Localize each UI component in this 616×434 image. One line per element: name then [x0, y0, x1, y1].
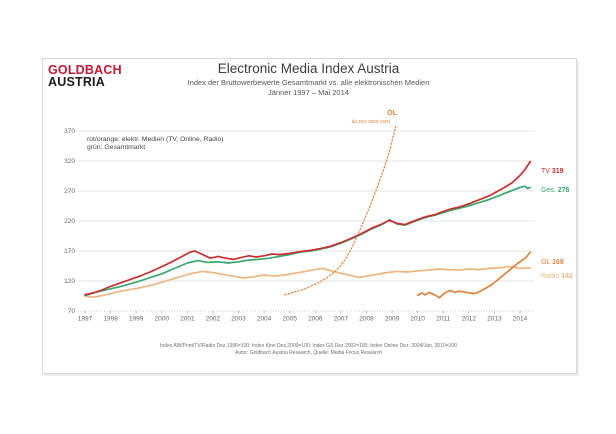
x-tick-2013: 2013 — [487, 316, 502, 323]
footer-source-note: Autor: Goldbach Austria Research, Quelle… — [234, 350, 383, 356]
chart-subtitle: Index der Bruttowerbewerte Gesamtmarkt v… — [187, 78, 430, 87]
goldbach-austria-logo: GOLDBACH AUSTRIA — [48, 63, 122, 89]
chart-period: Jänner 1997 – Mai 2014 — [268, 88, 349, 97]
y-tick-270: 270 — [64, 188, 75, 195]
x-tick-2001: 2001 — [180, 316, 195, 323]
x-tick-1999: 1999 — [129, 316, 144, 323]
x-tick-1998: 1998 — [103, 316, 118, 323]
x-tick-2008: 2008 — [359, 316, 374, 323]
x-tick-2007: 2007 — [334, 316, 349, 323]
slide-frame — [42, 58, 577, 374]
x-tick-2004: 2004 — [257, 316, 272, 323]
series-line-radio — [84, 265, 532, 299]
x-tick-2003: 2003 — [231, 316, 246, 323]
series-label-ges: Ges. 276 — [541, 187, 570, 194]
annotation-ol-label: OL — [387, 110, 397, 117]
annotation-ol-note: bis Dez 2009 (935) — [352, 119, 391, 124]
series-label-radio: Radio 142 — [541, 273, 573, 280]
logo-line-austria: AUSTRIA — [48, 75, 105, 89]
series-line-gesamtmarkt — [84, 185, 532, 297]
x-tick-2012: 2012 — [462, 316, 477, 323]
x-tick-2009: 2009 — [385, 316, 400, 323]
footer-index-note: Index AW/Print/TV/Radio Dez.1996=100; In… — [160, 343, 457, 349]
x-tick-2010: 2010 — [410, 316, 425, 323]
y-tick-370: 370 — [64, 128, 75, 135]
series-line-ol-bis-dez-2009-alte-basis- — [284, 125, 397, 296]
legend-line-electronic-media: rot/orange: elektr. Medien (TV, Online, … — [87, 136, 224, 143]
y-tick-120: 120 — [64, 278, 75, 285]
x-tick-1997: 1997 — [78, 316, 93, 323]
x-tick-2002: 2002 — [206, 316, 221, 323]
y-tick-220: 220 — [64, 218, 75, 225]
legend-line-gesamtmarkt: grün: Gesamtmarkt — [87, 144, 146, 152]
x-tick-2006: 2006 — [308, 316, 323, 323]
y-tick-320: 320 — [64, 158, 75, 165]
x-tick-2000: 2000 — [155, 316, 170, 323]
x-tick-2011: 2011 — [436, 316, 450, 323]
legend: rot/orange: elektr. Medien (TV, Online, … — [87, 136, 224, 152]
series-label-tv: TV 319 — [541, 168, 564, 175]
series-line-ol — [416, 251, 532, 299]
chart-title: Electronic Media Index Austria — [217, 61, 400, 76]
series-line-tv — [84, 160, 532, 296]
x-tick-2005: 2005 — [282, 316, 297, 323]
series-label-ol: OL 168 — [541, 259, 564, 266]
y-tick-70: 70 — [68, 308, 76, 315]
y-tick-170: 170 — [64, 248, 75, 255]
logo-line-goldbach: GOLDBACH — [48, 63, 122, 77]
x-tick-2014: 2014 — [513, 316, 528, 323]
